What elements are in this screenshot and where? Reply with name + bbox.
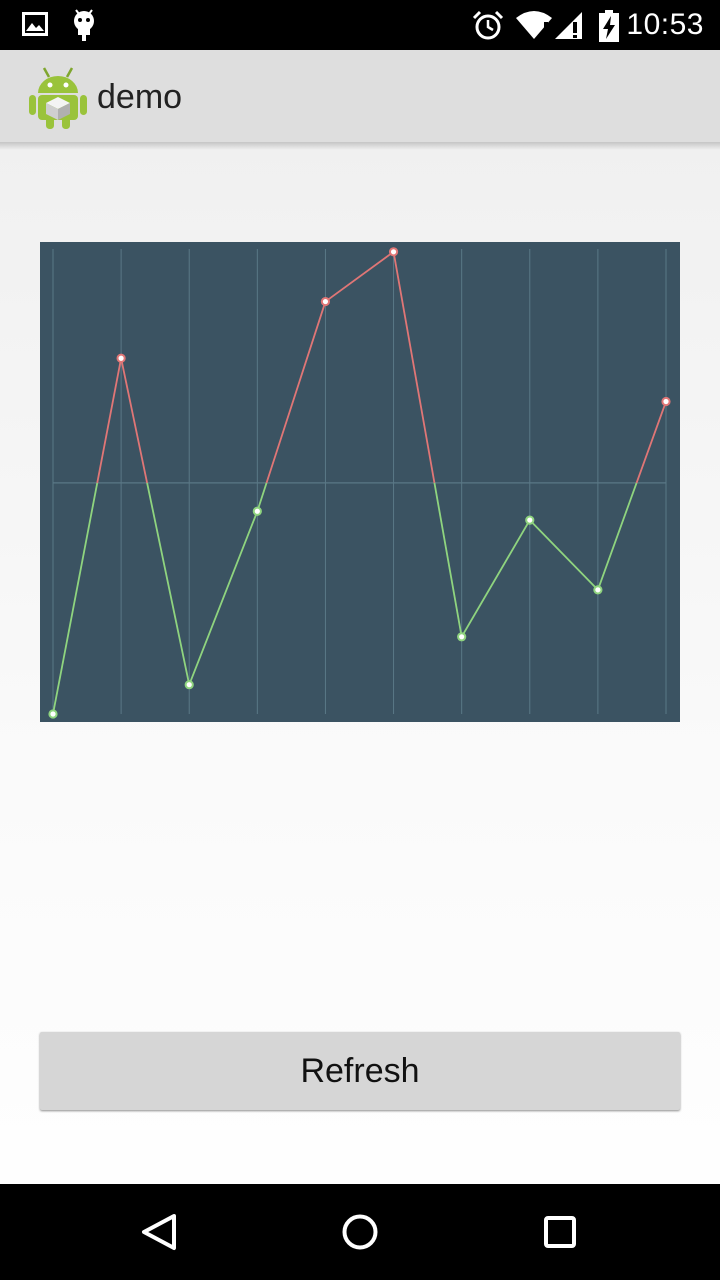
refresh-button[interactable]: Refresh	[40, 1032, 680, 1110]
data-point	[116, 353, 126, 363]
series-line-segment	[460, 519, 531, 638]
alarm-icon	[472, 10, 504, 40]
data-point	[457, 632, 467, 642]
android-notification-icon	[74, 9, 94, 41]
recents-icon[interactable]	[530, 1202, 590, 1262]
data-point	[661, 396, 671, 407]
series-line-segment	[529, 519, 599, 591]
data-point	[593, 585, 603, 595]
data-point	[48, 709, 58, 719]
series-line-segment	[146, 482, 191, 685]
action-bar-shadow	[0, 142, 720, 150]
image-notification-icon	[22, 12, 48, 36]
android-robot-icon	[29, 67, 87, 129]
app-title: demo	[97, 78, 183, 116]
battery-charging-icon	[599, 10, 619, 42]
wifi-icon	[516, 11, 552, 39]
series-line-segment	[188, 510, 259, 686]
series-line-segment	[96, 358, 122, 484]
series-line-segment	[392, 251, 436, 484]
series-line-segment	[324, 251, 395, 303]
status-bar: 10:53	[0, 0, 720, 50]
data-point	[525, 515, 535, 525]
data-point	[320, 296, 331, 307]
signal-icon	[555, 12, 582, 39]
series-line-segment	[635, 401, 667, 484]
series-line-segment	[256, 482, 268, 512]
nav-bar	[0, 1184, 720, 1280]
series-line-segment	[597, 482, 638, 591]
data-point	[388, 247, 399, 257]
series-line-segment	[265, 301, 327, 484]
home-icon[interactable]	[330, 1202, 390, 1262]
line-chart-svg	[48, 247, 671, 719]
status-time: 10:53	[626, 8, 704, 41]
series-line-segment	[52, 482, 99, 715]
action-bar: demo	[0, 50, 720, 142]
series-line-segment	[433, 482, 463, 637]
data-point	[252, 506, 262, 516]
line-chart	[40, 242, 680, 722]
back-icon[interactable]	[130, 1202, 190, 1262]
data-point	[184, 680, 194, 690]
series-line-segment	[120, 358, 148, 484]
